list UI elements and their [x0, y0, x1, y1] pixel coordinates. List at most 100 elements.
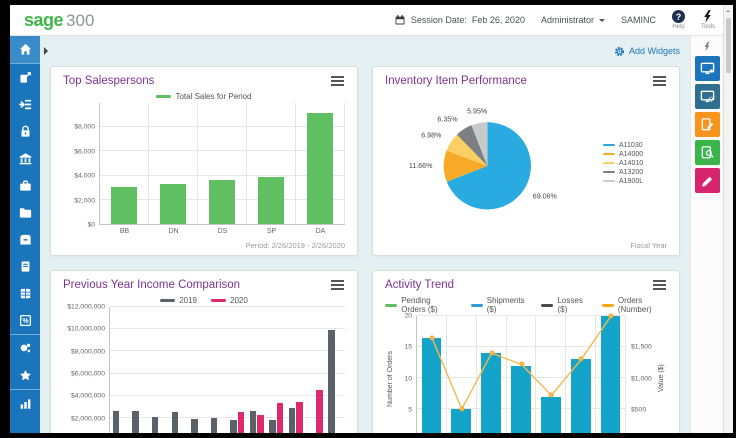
- nav-sidebar: %: [10, 36, 40, 433]
- edit-document-button[interactable]: [694, 112, 720, 137]
- company-code: SAMINC: [620, 15, 656, 25]
- sidebar-item-payroll[interactable]: [10, 118, 40, 145]
- widget-title: Previous Year Income Comparison: [63, 279, 241, 291]
- bar: [481, 353, 501, 433]
- legend-label: A1900L: [619, 177, 644, 185]
- legend-item: A11030: [603, 142, 667, 149]
- screen-settings-button[interactable]: [694, 84, 720, 109]
- legend-item: A1900L: [603, 178, 667, 185]
- widget-menu-icon[interactable]: [330, 74, 345, 88]
- sidebar-item-ledger[interactable]: [10, 280, 40, 307]
- plot-area: [416, 313, 627, 433]
- bar: [171, 411, 179, 433]
- bar: [306, 112, 334, 224]
- legend-item: Orders (Number): [601, 296, 667, 314]
- sidebar-item-inventory[interactable]: [10, 226, 40, 253]
- bar: [511, 365, 531, 433]
- legend-label: A11030: [619, 141, 643, 149]
- widget-menu-icon[interactable]: [330, 278, 345, 292]
- pie-percent-label: 5.95%: [467, 108, 488, 116]
- sidebar-item-receipts[interactable]: [10, 91, 40, 118]
- x-axis-labels: BB DN DS SP DA: [119, 228, 326, 235]
- sidebar-item-banking[interactable]: [10, 145, 40, 172]
- home-icon: [19, 43, 31, 55]
- legend-swatch: [385, 303, 398, 307]
- pie-slice: [443, 150, 488, 182]
- legend-item: Losses ($): [541, 296, 587, 314]
- expand-nav-arrow-icon[interactable]: [44, 47, 52, 55]
- pencil-icon: [701, 176, 712, 187]
- briefcase-icon: [19, 180, 31, 191]
- pie-slice: [471, 122, 488, 166]
- y-axis-labels: $0$2,000,000$4,000,000$6,000,000$8,000,0…: [67, 303, 105, 423]
- legend-swatch: [470, 303, 483, 307]
- sidebar-item-services[interactable]: [10, 172, 40, 199]
- sidebar-item-integrations[interactable]: [10, 335, 40, 362]
- widget-menu-icon[interactable]: [652, 74, 667, 88]
- help-button[interactable]: ? Help: [671, 10, 685, 30]
- legend-label: Shipments ($): [486, 296, 525, 314]
- user-name: Administrator: [540, 15, 594, 25]
- sidebar-divider: [10, 389, 40, 390]
- sidebar-divider: [10, 334, 40, 335]
- logo-300-text: 300: [66, 10, 95, 30]
- vertical-scrollbar[interactable]: [723, 5, 733, 433]
- widget-menu-icon[interactable]: [652, 278, 667, 292]
- chart-legend: 2019 2020: [63, 296, 345, 305]
- sidebar-item-tax[interactable]: %: [10, 307, 40, 334]
- sidebar-item-documents[interactable]: [10, 253, 40, 280]
- bank-icon: [19, 153, 31, 165]
- line-marker: [459, 406, 465, 412]
- session-date-label: Session Date:: [410, 15, 467, 25]
- legend-swatch: [601, 303, 614, 307]
- legend-label: A14010: [619, 159, 644, 167]
- legend-swatch: [156, 95, 172, 98]
- tools-button[interactable]: Tools: [701, 10, 715, 30]
- bar: [249, 411, 257, 433]
- calendar-icon: [395, 15, 405, 25]
- chart-legend: Total Sales for Period: [63, 92, 345, 101]
- scrollbar-thumb[interactable]: [725, 18, 731, 73]
- inquiry-document-button[interactable]: [694, 140, 720, 165]
- bar: [112, 411, 120, 433]
- widget-footer: Period: 2/26/2019 - 2/26/2020: [245, 241, 345, 250]
- bar: [316, 390, 323, 433]
- bar: [191, 418, 198, 433]
- right-axis-title: Value ($): [658, 364, 665, 393]
- sidebar-item-favorites[interactable]: [10, 362, 40, 389]
- user-menu[interactable]: Administrator: [541, 15, 605, 25]
- add-widgets-button[interactable]: Add Widgets: [614, 46, 680, 57]
- logo-sage-text: sage: [24, 9, 64, 30]
- legend-item: Total Sales for Period: [156, 92, 252, 101]
- screen-icon: [700, 62, 714, 75]
- legend-swatch: [603, 143, 615, 147]
- right-axis-labels: $0$500$1,000$1,500: [631, 343, 652, 414]
- sidebar-item-home[interactable]: [10, 36, 40, 63]
- scroll-up-icon[interactable]: [726, 8, 730, 12]
- pie-percent-label: 6.35%: [437, 116, 458, 124]
- legend-item: Shipments ($): [470, 296, 528, 314]
- legend-label: A13200: [619, 168, 644, 176]
- document-icon: [21, 261, 29, 272]
- widget-title: Inventory Item Performance: [385, 75, 527, 87]
- quick-tools-rail: [690, 36, 723, 433]
- sidebar-item-reports[interactable]: [10, 390, 40, 417]
- bar: [208, 180, 236, 224]
- app-header: sage 300 Session Date: Feb 26, 2020 Admi…: [10, 5, 723, 36]
- bar: [421, 337, 442, 433]
- line-marker: [608, 313, 614, 319]
- session-date[interactable]: Session Date: Feb 26, 2020: [394, 14, 525, 26]
- legend-swatch: [603, 170, 615, 174]
- list-import-icon: [18, 99, 31, 110]
- sidebar-item-sales[interactable]: [10, 64, 40, 91]
- flash-icon: [703, 39, 711, 53]
- open-screen-button[interactable]: [694, 56, 720, 81]
- annotate-button[interactable]: [694, 168, 720, 193]
- sidebar-item-files[interactable]: [10, 199, 40, 226]
- sidebar-divider: [10, 63, 40, 64]
- legend-label: 2019: [179, 296, 197, 305]
- bar: [296, 402, 303, 433]
- legend-item: A14010: [603, 160, 667, 167]
- legend-swatch: [603, 179, 615, 183]
- tools-label: Tools: [700, 24, 715, 30]
